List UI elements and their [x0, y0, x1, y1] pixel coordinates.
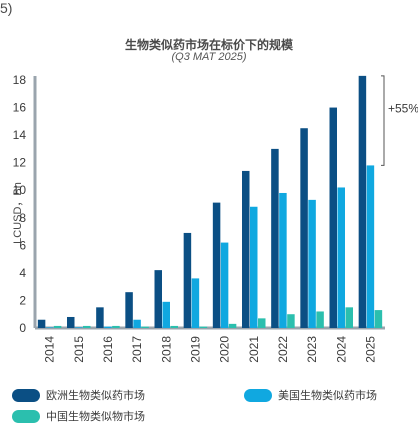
- bar: [300, 128, 308, 328]
- bar: [112, 325, 120, 328]
- bar: [154, 270, 162, 328]
- bar: [316, 311, 324, 328]
- legend-label-china: 中国生物类似物市场: [46, 411, 145, 423]
- bar: [287, 314, 295, 328]
- bar: [366, 165, 375, 328]
- y-tick-label: 10: [13, 183, 27, 197]
- bar: [83, 325, 91, 328]
- x-tick-label: 2022: [276, 336, 290, 363]
- x-tick-label: 2021: [247, 336, 261, 363]
- bar: [183, 232, 192, 328]
- legend-item-us: 美国生物类似药市场: [244, 387, 377, 403]
- bar: [53, 325, 62, 328]
- bar: [329, 107, 337, 328]
- x-tick-label: 2025: [363, 336, 377, 363]
- page-label: 5): [0, 0, 13, 16]
- x-tick-label: 2014: [43, 336, 57, 363]
- chart-subtitle: (Q3 MAT 2025): [171, 51, 247, 63]
- y-tick-label: 14: [13, 128, 27, 142]
- legend-label-europe: 欧洲生物类似药市场: [46, 390, 145, 402]
- y-tick-label: 2: [19, 293, 26, 307]
- bar: [104, 326, 112, 328]
- bar: [345, 307, 353, 328]
- bar: [308, 199, 316, 328]
- bar: [133, 319, 141, 328]
- chart-title: 生物类似药市场在标价下的规模: [124, 38, 293, 52]
- bar: [45, 327, 54, 328]
- bar: [67, 316, 75, 328]
- bar: [141, 326, 149, 328]
- legend-swatch-us: [244, 388, 272, 402]
- bar: [337, 187, 345, 328]
- x-tick-label: 2023: [305, 336, 319, 363]
- bar: [37, 319, 46, 328]
- annotation-label: +55%: [388, 102, 418, 116]
- bar: [250, 206, 258, 328]
- bar: [242, 170, 250, 328]
- x-tick-label: 2018: [159, 336, 173, 363]
- bar: [191, 278, 200, 328]
- bar: [358, 75, 367, 328]
- x-tick-label: 2024: [334, 336, 348, 363]
- x-tick-label: 2017: [130, 336, 144, 363]
- bar: [271, 148, 279, 328]
- bar: [96, 307, 104, 328]
- bar: [75, 327, 83, 328]
- bar: [220, 242, 229, 328]
- bar: [279, 192, 287, 328]
- bar: [228, 323, 237, 328]
- x-tick-label: 2019: [188, 336, 202, 363]
- y-tick-label: 16: [13, 101, 27, 115]
- y-tick-label: 6: [19, 238, 26, 252]
- legend-item-europe: 欧洲生物类似药市场: [12, 387, 145, 403]
- y-tick-label: 8: [19, 211, 26, 225]
- y-tick-label: 4: [19, 266, 26, 280]
- bar: [212, 202, 221, 328]
- bar: [199, 326, 208, 328]
- x-tick-label: 2015: [72, 336, 86, 363]
- legend-item-china: 中国生物类似物市场: [12, 408, 145, 424]
- x-tick-label: 2020: [218, 336, 232, 363]
- legend-label-us: 美国生物类似药市场: [278, 390, 377, 402]
- legend-swatch-china: [12, 409, 40, 423]
- bar: [162, 301, 170, 328]
- bar: [170, 325, 178, 328]
- y-tick-label: 0: [19, 321, 26, 335]
- bar: [125, 292, 133, 328]
- legend-swatch-europe: [12, 388, 40, 402]
- bar: [374, 310, 383, 328]
- y-tick-label: 18: [13, 73, 27, 87]
- x-tick-label: 2016: [101, 336, 115, 363]
- bar: [258, 318, 266, 328]
- y-tick-label: 12: [13, 156, 27, 170]
- annotation-bracket: [381, 75, 385, 166]
